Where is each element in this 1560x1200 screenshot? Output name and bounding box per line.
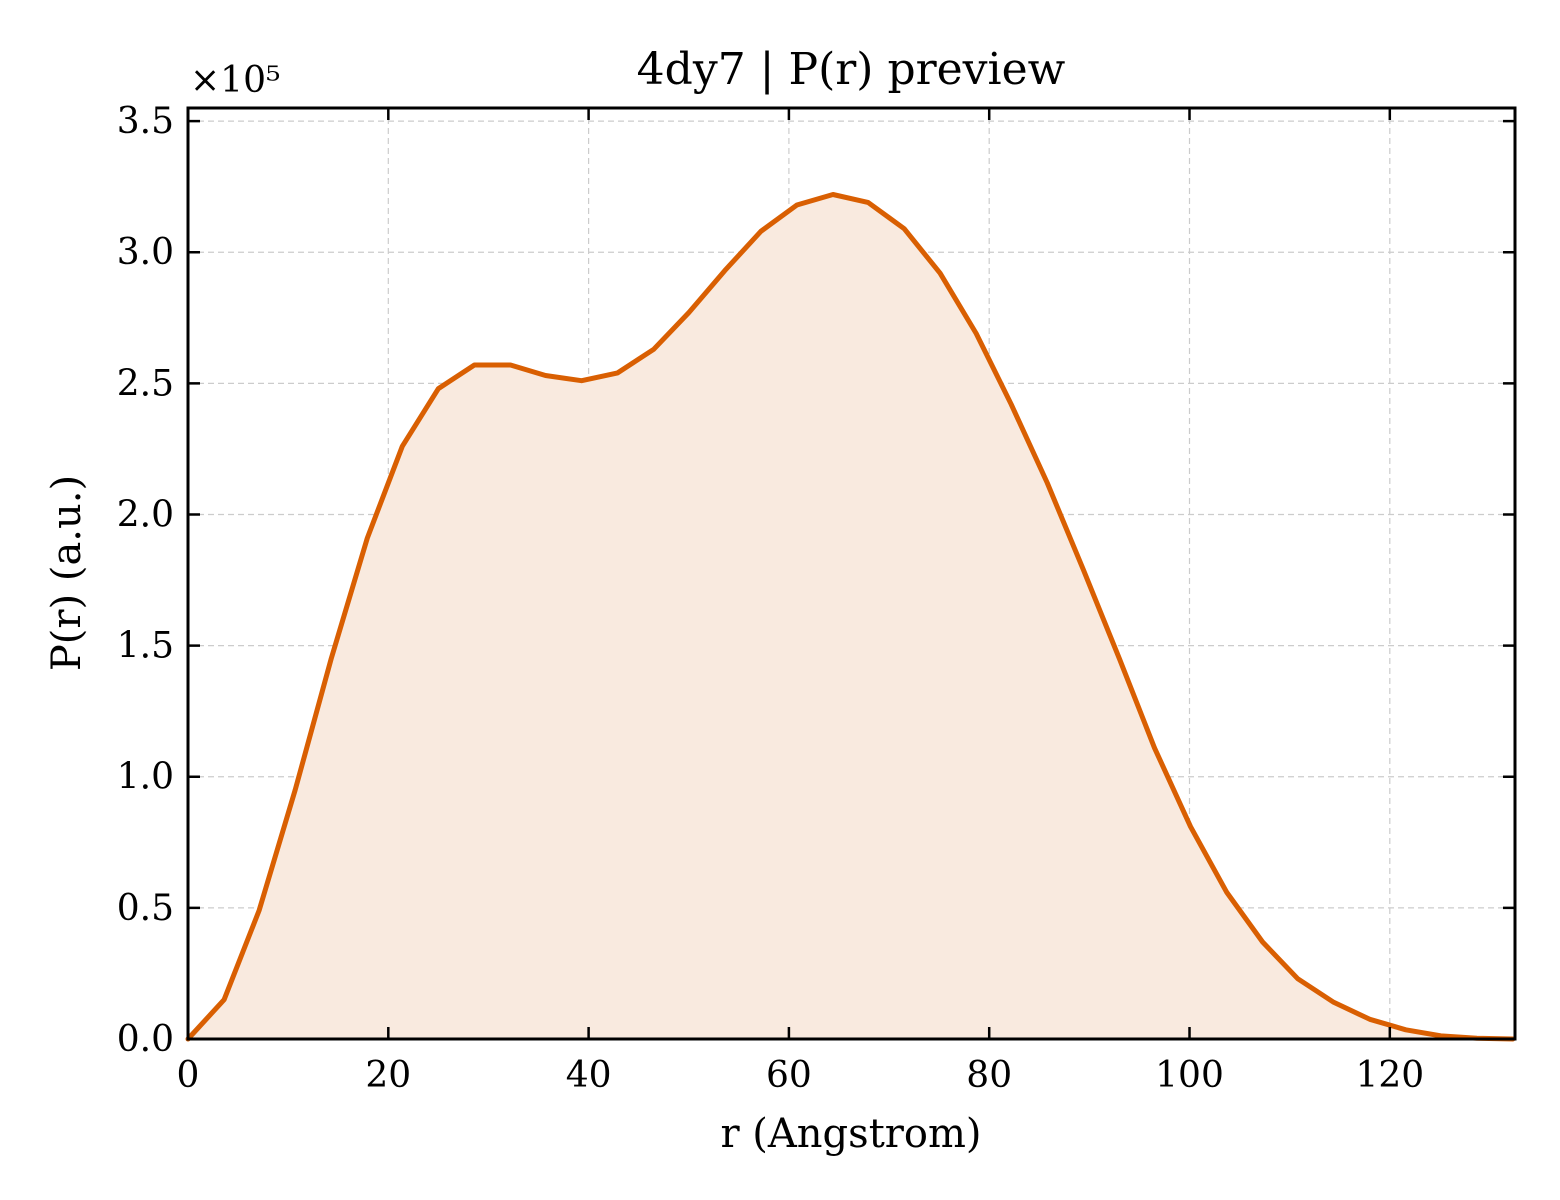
plot-frame	[186, 106, 1517, 1041]
x-tick-label: 100	[1155, 1055, 1224, 1096]
x-tick-label: 40	[566, 1055, 612, 1096]
y-tick-label: 3.5	[117, 101, 174, 142]
x-tick-label: 0	[177, 1055, 200, 1096]
y-tick-label: 1.0	[117, 757, 174, 798]
x-tick-label: 60	[766, 1055, 812, 1096]
series-line	[185, 192, 1516, 1042]
area-layer	[185, 192, 1516, 1042]
y-tick-label: 0.0	[117, 1019, 174, 1060]
y-axis-title: P(r) (a.u.)	[44, 475, 90, 671]
y-tick-label: 2.0	[117, 494, 174, 535]
y-axis-multiplier: ×10⁵	[190, 60, 280, 101]
ticks-layer: 0 20 40 60 80 100 120 0.0 0.5 1.0 1.5 2.0 2.5 3.0 3.5	[117, 101, 1515, 1096]
x-axis-title: r (Angstrom)	[720, 1111, 981, 1157]
x-tick-label: 80	[966, 1055, 1012, 1096]
y-tick-label: 0.5	[117, 888, 174, 929]
series-area-fill	[188, 194, 1513, 1039]
y-tick-label: 2.5	[117, 363, 174, 404]
y-tick-label: 1.5	[117, 626, 174, 667]
y-tick-label: 3.0	[117, 232, 174, 273]
x-tick-label: 20	[365, 1055, 411, 1096]
chart-title: 4dy7 | P(r) preview	[637, 44, 1066, 95]
x-tick-label: 120	[1355, 1055, 1424, 1096]
